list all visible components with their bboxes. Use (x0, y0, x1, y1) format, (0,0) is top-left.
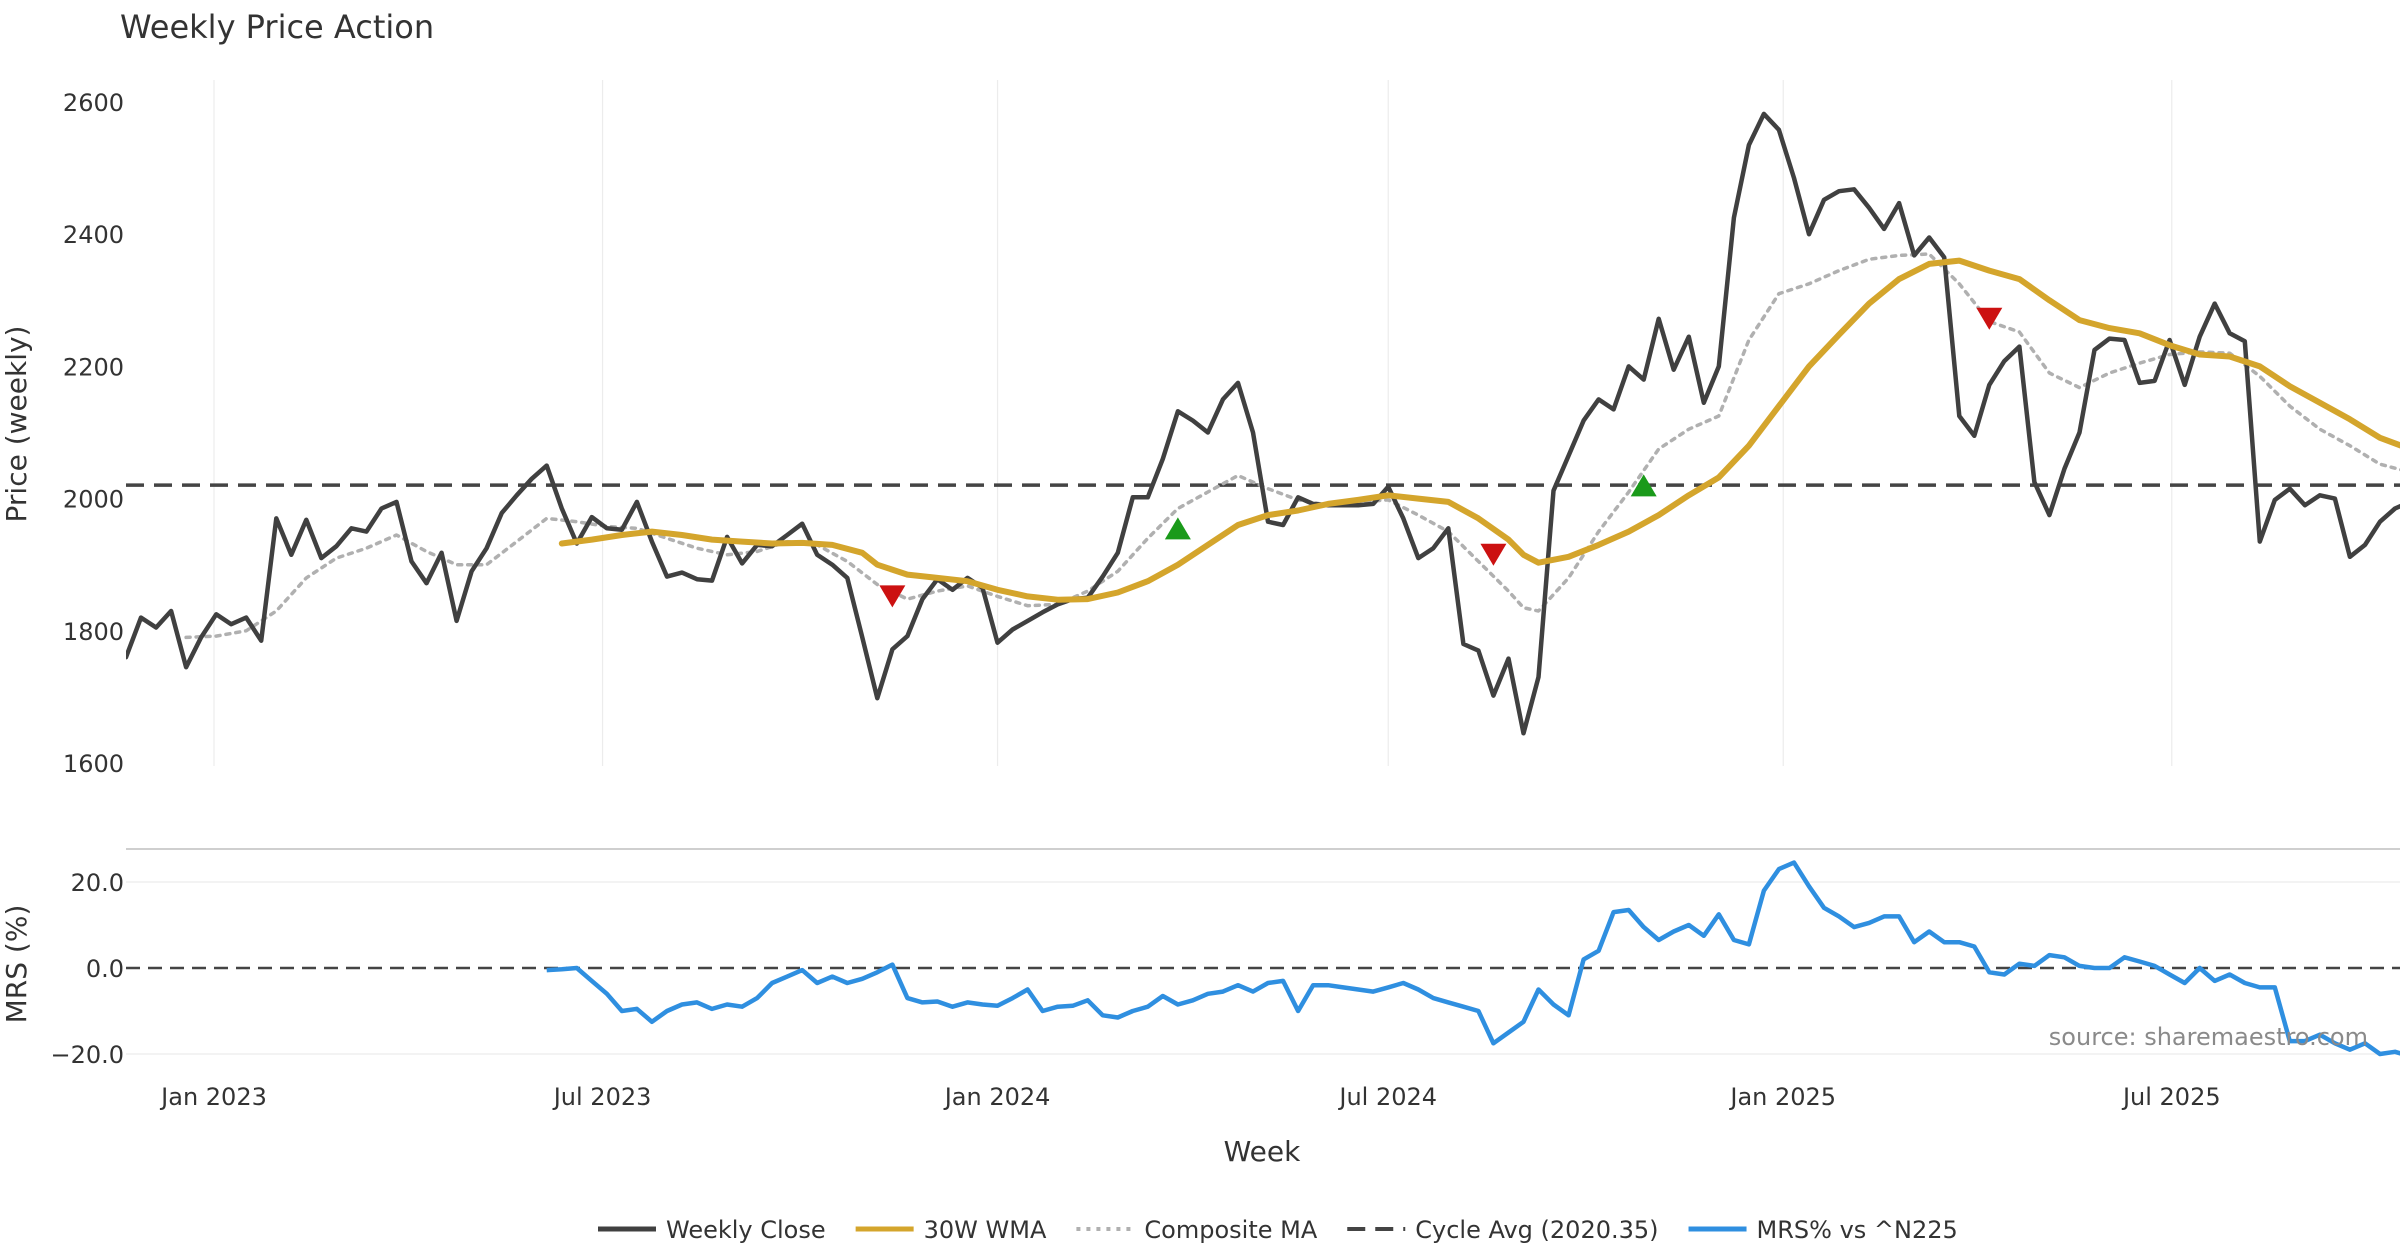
price-y-ticks: 2600 2400 2200 2000 1800 1600 (63, 89, 124, 778)
mrs-y-ticks: 20.0 0.0 −20.0 (50, 869, 124, 1069)
source-label: source: sharemaestro.com (2049, 1023, 2368, 1051)
x-tick-label: Jan 2024 (943, 1083, 1051, 1111)
legend-label: MRS% vs ^N225 (1757, 1216, 1958, 1244)
price-y-tick-label: 2000 (63, 486, 124, 514)
x-tick-label: Jul 2025 (2121, 1083, 2221, 1111)
mrs-y-tick-label: 0.0 (86, 955, 124, 983)
legend-label: Cycle Avg (2020.35) (1415, 1216, 1658, 1244)
mrs-y-tick-label: 20.0 (71, 869, 124, 897)
series-line-30w-wma (558, 257, 2400, 603)
price-y-tick-label: 2200 (63, 353, 124, 381)
price-y-tick-label: 2400 (63, 221, 124, 249)
x-tick-label: Jan 2023 (159, 1083, 267, 1111)
legend-label: Weekly Close (666, 1216, 826, 1244)
mrs-series (546, 860, 2400, 1057)
price-y-tick-label: 1800 (63, 618, 124, 646)
series-line-weekly-close (126, 111, 2400, 736)
buy-signal-marker (1164, 517, 1191, 540)
x-tick-label: Jul 2023 (552, 1083, 652, 1111)
price-grid (213, 80, 2173, 766)
price-y-tick-label: 1600 (63, 750, 124, 778)
buy-signal-marker (1630, 474, 1657, 497)
x-tick-label: Jul 2024 (1337, 1083, 1437, 1111)
legend-label: Composite MA (1144, 1216, 1317, 1244)
legend: Weekly Close 30W WMA Composite MA Cycle Avg… (598, 1216, 1958, 1244)
price-series (126, 111, 2400, 736)
x-axis-ticks: Jan 2023 Jul 2023 Jan 2024 Jul 2024 Jan 2025… (159, 1083, 2220, 1111)
mrs-y-axis-label: MRS (%) (0, 905, 33, 1024)
mrs-grid (126, 881, 2400, 1055)
x-axis-label: Week (1224, 1135, 1301, 1168)
sell-signal-marker (1480, 543, 1507, 566)
x-tick-label: Jan 2025 (1728, 1083, 1836, 1111)
mrs-panel: 20.0 0.0 −20.0 MRS (%) (0, 860, 2400, 1069)
price-y-tick-label: 2600 (63, 89, 124, 117)
mrs-y-tick-label: −20.0 (50, 1041, 124, 1069)
series-line-mrs (546, 860, 2400, 1057)
sell-signal-marker (1976, 307, 2003, 330)
price-panel: 2600 2400 2200 2000 1800 1600 Price (weekly) (0, 80, 2400, 778)
legend-label: 30W WMA (924, 1216, 1047, 1244)
sell-signal-marker (879, 585, 906, 608)
price-y-axis-label: Price (weekly) (0, 326, 33, 523)
chart-title: Weekly Price Action (120, 8, 434, 46)
signal-markers (879, 307, 2003, 608)
